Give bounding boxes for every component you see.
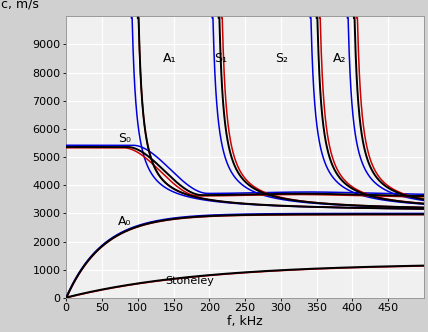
Text: A₁: A₁	[163, 52, 176, 65]
Text: Stoneley: Stoneley	[165, 276, 214, 286]
X-axis label: f, kHz: f, kHz	[227, 315, 263, 328]
Text: S₁: S₁	[214, 52, 227, 65]
Y-axis label: c, m/s: c, m/s	[1, 0, 39, 11]
Text: A₂: A₂	[333, 52, 347, 65]
Text: S₀: S₀	[118, 132, 131, 145]
Text: S₂: S₂	[275, 52, 288, 65]
Text: A₀: A₀	[118, 215, 131, 228]
